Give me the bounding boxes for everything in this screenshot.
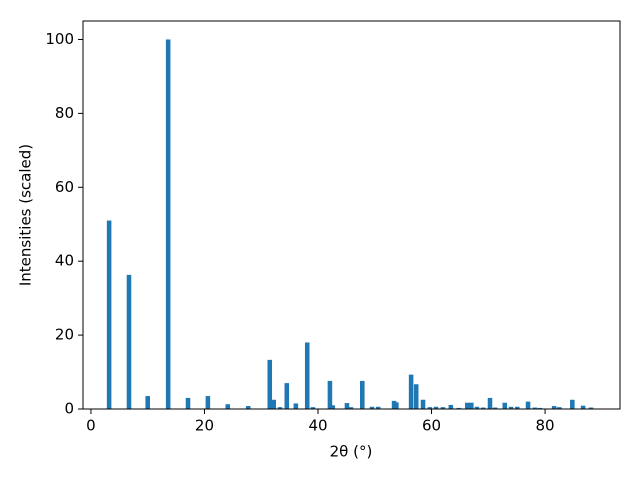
x-axis-label: 2θ (°) xyxy=(330,443,373,461)
plot-frame xyxy=(82,20,621,410)
x-tick-label: 20 xyxy=(195,417,214,435)
bar xyxy=(369,406,375,409)
x-tick-label: 40 xyxy=(308,417,327,435)
bar xyxy=(145,396,150,409)
bar xyxy=(525,401,531,409)
bar xyxy=(440,407,446,409)
y-tick-label: 20 xyxy=(55,326,74,344)
bar xyxy=(205,396,211,409)
bar xyxy=(588,407,594,409)
bar xyxy=(570,399,575,409)
bar xyxy=(277,407,283,409)
bar xyxy=(391,400,397,409)
bar xyxy=(106,220,112,409)
bar xyxy=(469,402,474,409)
bar xyxy=(433,406,439,409)
bar xyxy=(360,380,365,409)
bar xyxy=(408,374,414,409)
bar xyxy=(267,359,273,409)
bar xyxy=(514,406,520,409)
bar xyxy=(532,407,538,409)
x-tick-label: 0 xyxy=(86,417,96,435)
bar xyxy=(448,404,454,409)
bar xyxy=(413,384,419,409)
bar xyxy=(245,406,251,409)
bar xyxy=(284,383,290,409)
bar xyxy=(551,406,557,409)
bar xyxy=(394,402,399,409)
bar xyxy=(293,403,299,409)
bar xyxy=(474,406,480,409)
bar xyxy=(556,407,562,409)
bar xyxy=(344,403,350,409)
bar xyxy=(537,407,543,409)
bar xyxy=(327,380,333,409)
bar xyxy=(465,402,470,409)
bar xyxy=(502,402,508,409)
bar xyxy=(420,399,426,409)
bar xyxy=(165,39,171,409)
x-tick-label: 60 xyxy=(422,417,441,435)
bar xyxy=(304,342,310,409)
bar xyxy=(508,406,514,409)
bar xyxy=(456,407,462,409)
bar xyxy=(487,397,493,409)
y-tick-label: 60 xyxy=(55,178,74,196)
bar xyxy=(427,407,433,409)
y-tick-label: 0 xyxy=(64,400,74,418)
bar xyxy=(580,405,586,409)
bar xyxy=(492,407,498,409)
bar xyxy=(348,407,354,409)
y-tick-label: 100 xyxy=(45,30,74,48)
y-axis-label: Intensities (scaled) xyxy=(17,144,35,286)
bar xyxy=(126,274,132,409)
bar xyxy=(271,399,277,409)
bar xyxy=(330,405,336,409)
bar xyxy=(310,407,316,409)
y-tick-label: 40 xyxy=(55,252,74,270)
bar xyxy=(480,407,486,409)
y-tick-label: 80 xyxy=(55,104,74,122)
bar xyxy=(375,406,381,409)
x-tick-label: 80 xyxy=(536,417,555,435)
bar xyxy=(185,397,191,409)
bar xyxy=(225,404,231,409)
